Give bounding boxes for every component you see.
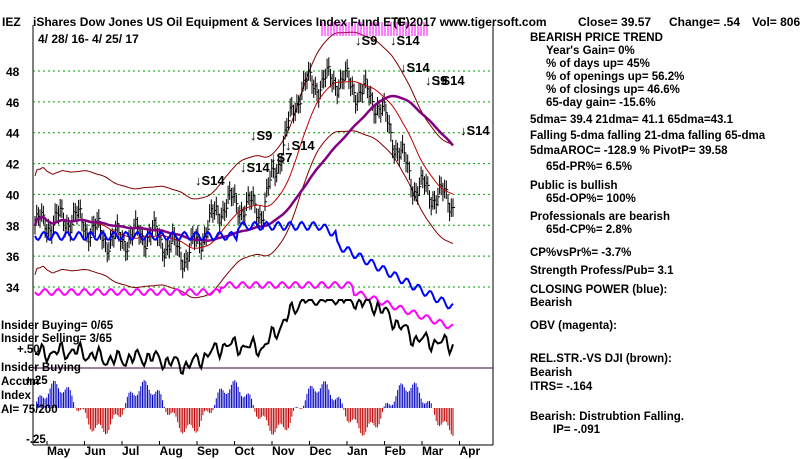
ma21-line: [34, 81, 454, 249]
month-label: Jul: [122, 444, 139, 458]
date-range: 4/ 28/ 16- 4/ 25/ 17: [38, 32, 139, 46]
month-label: Oct: [235, 444, 255, 458]
insider-buying-label: Insider Buying: [1, 362, 81, 374]
month-label: Jan: [347, 444, 368, 458]
gain-65day: 65-day gain= -15.6%: [546, 97, 656, 109]
closing-power-heading: CLOSING POWER (blue):: [530, 284, 668, 296]
plus-50-label: +.50: [17, 344, 40, 356]
closing-power-state: Bearish: [530, 297, 573, 309]
signal-label: ↓S9: [425, 73, 447, 88]
relstr-series: [35, 298, 454, 376]
month-label: Aug: [160, 444, 183, 458]
closing-power-series: [34, 220, 454, 310]
ip-value: IP= -.091: [553, 424, 600, 436]
professionals-status: Professionals are bearish: [530, 211, 670, 223]
y-tick-label: 36: [6, 250, 20, 264]
signal-label: ↓S14: [195, 173, 225, 188]
signal-label: ↓S7: [270, 150, 292, 165]
close-value: Close= 39.57: [578, 15, 652, 29]
month-axis: May Jun Jul Aug Sep Oct Nov Dec Jan Feb Mar Apr: [46, 441, 481, 458]
days-up: % of days up= 45%: [546, 58, 650, 70]
signal-label: ↓S14: [435, 73, 465, 88]
y-tick-label: 42: [6, 158, 20, 172]
month-label: Apr: [460, 444, 481, 458]
upper-band: [34, 31, 454, 200]
y-tick-label: 44: [6, 127, 20, 141]
aroc-pivot: 5dmaAROC= -128.9 % PivotP= 39.58: [530, 145, 728, 157]
accum-status: Bearish: Distrubtion Falling.: [530, 411, 684, 423]
fund-title: iShares Dow Jones US Oil Equipment & Ser…: [33, 15, 406, 29]
month-label: Jun: [85, 444, 106, 458]
obv-heading: OBV (magenta):: [530, 320, 617, 332]
cp-value: 65d-CP%= 2.8%: [546, 224, 632, 236]
plus-25-label: +.25: [25, 375, 48, 387]
closing-power-line: [34, 220, 454, 310]
copyright: (C)2017 www.tigersoft.com: [393, 15, 547, 29]
y-tick-label: 46: [6, 96, 20, 110]
price-axis: 34 36 38 40 42 44 46 48: [6, 65, 20, 295]
public-status: Public is bullish: [530, 180, 618, 192]
change-value: Change= .54: [669, 15, 741, 29]
ma65-line: [33, 94, 454, 242]
openings-up: % of openings up= 56.2%: [546, 71, 685, 83]
trading-signals: ↓S14↓S14↓S9↓S14↓S7↓S9 ↓S14↓S14↓S9↓S14↓S14: [195, 33, 490, 188]
cp-vs-pr: CP%vsPr%= -3.7%: [530, 247, 632, 259]
y-tick-label: 40: [6, 188, 20, 202]
signal-label: ↓S14: [400, 60, 430, 75]
obv-series: [34, 280, 454, 330]
relstr-heading: REL.STR.-VS DJI (brown):: [530, 353, 672, 365]
moving-averages: [33, 81, 454, 249]
ticker-label: IEZ: [2, 15, 21, 29]
volume-value: Vol= 806: [752, 15, 800, 29]
years-gain: Year's Gain= 0%: [546, 45, 635, 57]
signal-label: ↓S14: [460, 123, 490, 138]
insider-selling-count: Insider Selling= 3/65: [1, 333, 112, 345]
signal-label: ↓S9: [355, 33, 377, 48]
signal-label: ↓S14: [285, 138, 315, 153]
relative-strength-line: [35, 298, 454, 376]
strength-ratio: Strength Profess/Pub= 3.1: [530, 265, 674, 277]
y-tick-label: 34: [6, 281, 20, 295]
signal-label: ↓S14: [390, 33, 420, 48]
obv-line: [34, 280, 454, 330]
relstr-state: Bearish: [530, 367, 573, 379]
dma-values: 5dma= 39.4 21dma= 41.1 65dma=43.1: [530, 114, 733, 126]
accumulation-index-histogram: [36, 380, 454, 436]
pr-value: 65d-PR%= 6.5%: [546, 161, 632, 173]
index-label: Index: [1, 390, 32, 402]
month-label: Nov: [272, 444, 295, 458]
accum-label: Accum: [1, 376, 40, 388]
month-label: Mar: [422, 444, 444, 458]
falling-dmas: Falling 5-dma falling 21-dma falling 65-…: [530, 130, 766, 142]
top-marker: [321, 22, 428, 36]
closings-up: % of closings up= 46.6%: [546, 84, 680, 96]
month-label: Feb: [385, 444, 406, 458]
itrs-value: ITRS= -.164: [530, 381, 593, 393]
month-label: Sep: [197, 444, 219, 458]
insider-buying-count: Insider Buying= 0/65: [1, 320, 114, 332]
lower-band: [34, 130, 454, 299]
envelope-bands: [34, 31, 454, 299]
ai-value: AI= 75/200: [1, 404, 58, 416]
y-tick-label: 38: [6, 219, 20, 233]
trend-heading: BEARISH PRICE TREND: [530, 32, 663, 44]
signal-label: ↓S14: [240, 160, 270, 175]
minus-25-label: -.25: [26, 434, 46, 446]
y-tick-label: 48: [6, 65, 20, 79]
op-value: 65d-OP%= 100%: [546, 193, 636, 205]
month-label: May: [47, 444, 71, 458]
month-label: Dec: [310, 444, 332, 458]
signal-label: ↓S9: [250, 128, 272, 143]
